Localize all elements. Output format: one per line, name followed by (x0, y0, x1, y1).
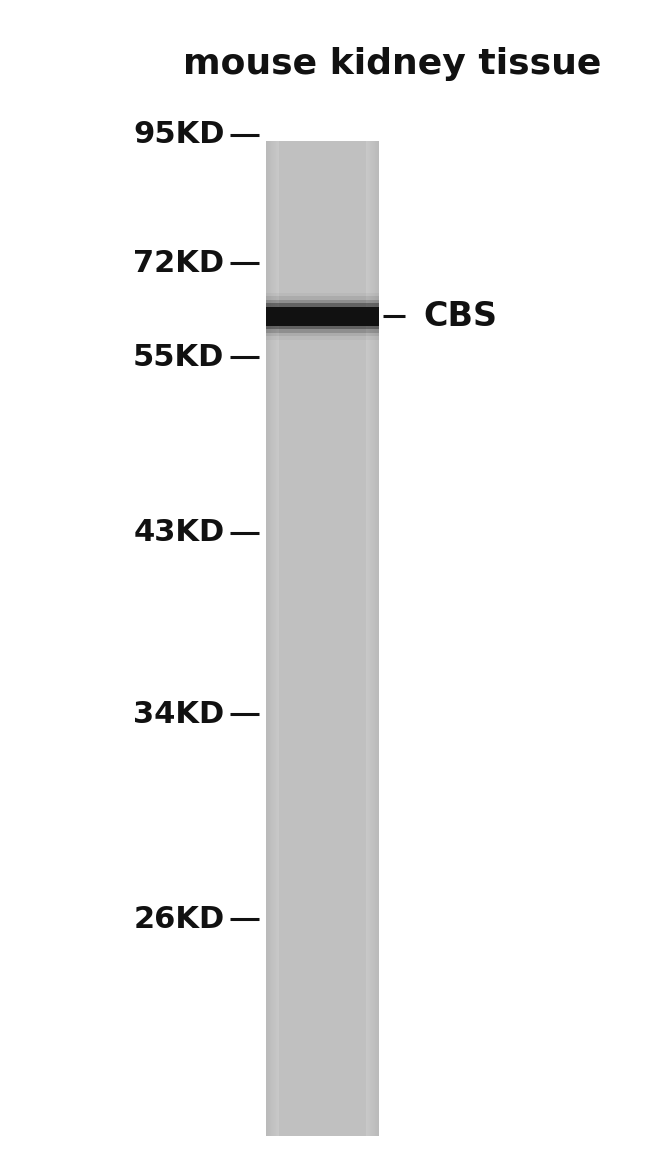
Text: 95KD: 95KD (133, 121, 224, 149)
Text: 55KD: 55KD (133, 343, 224, 371)
Bar (266, 296, 380, 336)
Bar (266, 300, 380, 333)
Bar (266, 307, 380, 326)
Text: CBS: CBS (424, 300, 498, 333)
Text: mouse kidney tissue: mouse kidney tissue (183, 47, 601, 82)
Bar (266, 303, 380, 329)
Text: 26KD: 26KD (133, 905, 224, 933)
Text: 34KD: 34KD (133, 700, 224, 728)
Text: 43KD: 43KD (133, 519, 224, 547)
Bar (266, 293, 380, 340)
Text: 72KD: 72KD (133, 249, 224, 278)
Bar (266, 141, 380, 1136)
